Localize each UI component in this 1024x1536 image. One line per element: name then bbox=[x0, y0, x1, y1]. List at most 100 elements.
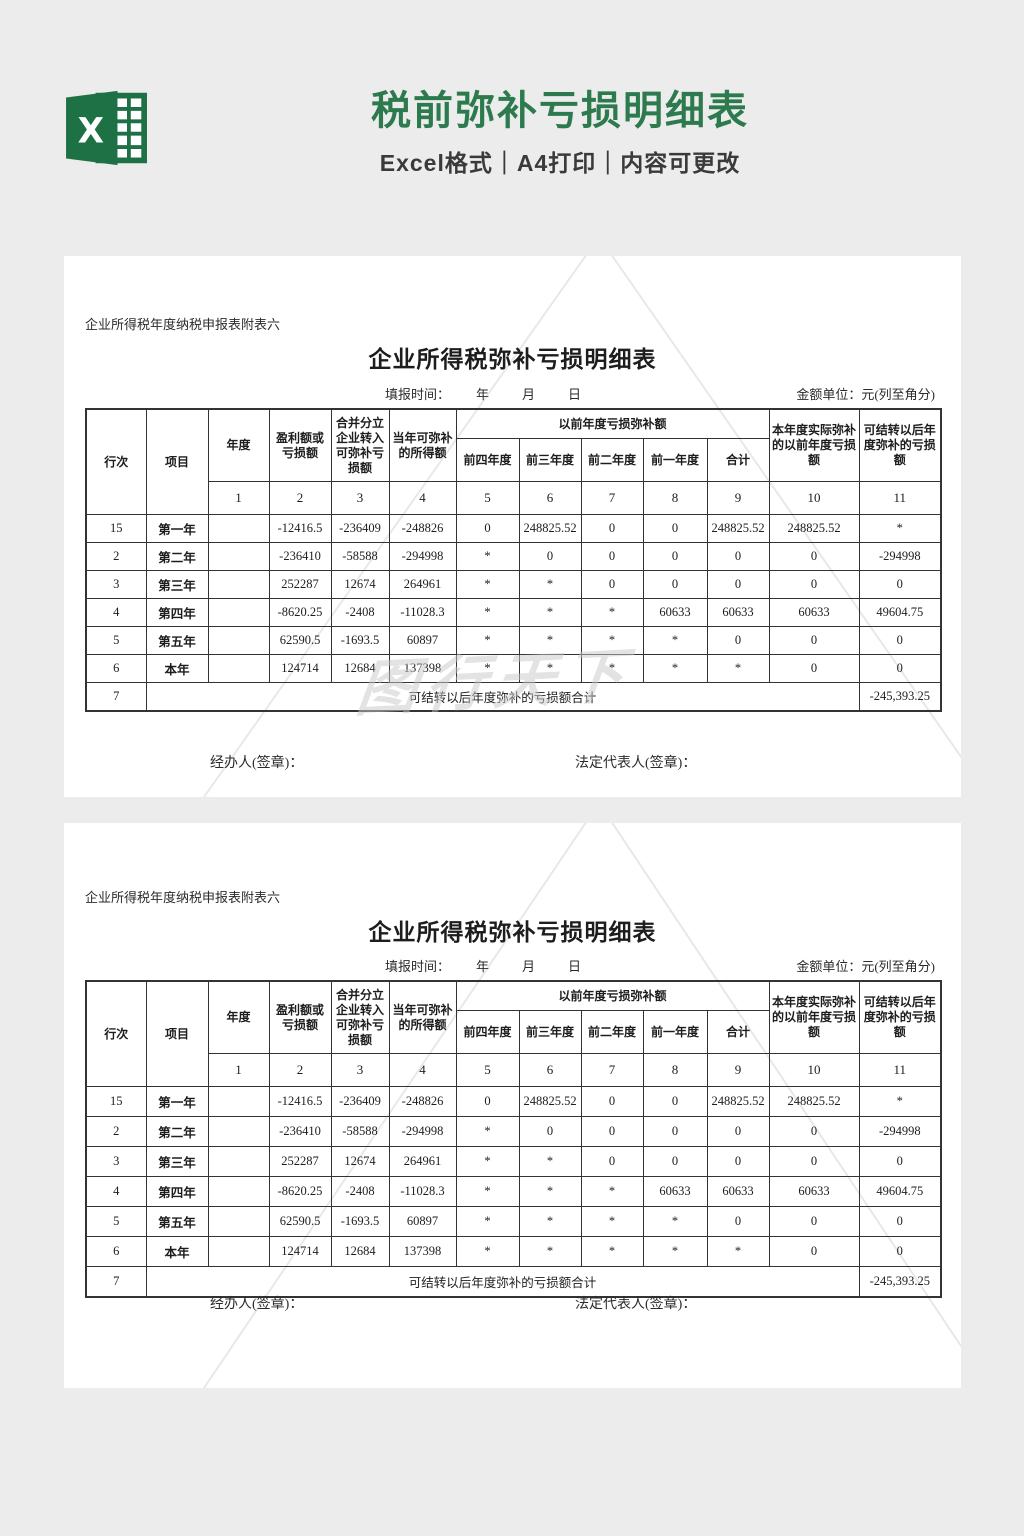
cell-no: 6 bbox=[85, 1236, 147, 1267]
cell-c9: 0 bbox=[706, 542, 770, 571]
table-row: 4 第四年 -8620.25 -2408 -11028.3 * * * 60633 60633 60… bbox=[85, 1176, 942, 1207]
cell-c7: * bbox=[580, 654, 644, 683]
cell-year bbox=[207, 1086, 270, 1117]
cell-no: 5 bbox=[85, 626, 147, 655]
fill-time: 填报时间： 年 月 日 bbox=[385, 384, 591, 403]
col-header-current-income: 当年可弥补的所得额 bbox=[388, 408, 457, 482]
cell-c2: 62590.5 bbox=[268, 626, 332, 655]
cell-item: 第二年 bbox=[145, 1116, 209, 1147]
cell-c7: * bbox=[580, 626, 644, 655]
col-header-prior-total: 合计 bbox=[706, 438, 770, 482]
cell-c2: 124714 bbox=[268, 1236, 332, 1267]
cell-no: 4 bbox=[85, 598, 147, 627]
col-header-year: 年度 bbox=[207, 408, 270, 482]
table-row: 5 第五年 62590.5 -1693.5 60897 * * * * 0 0 0 bbox=[85, 626, 942, 655]
table-meta-row: 填报时间： 年 月 日 金额单位：元(列至角分) bbox=[85, 956, 935, 975]
amount-unit-label: 金额单位：元(列至角分) bbox=[796, 959, 935, 974]
cell-c10: 60633 bbox=[768, 1176, 860, 1207]
cell-no: 15 bbox=[85, 514, 147, 543]
col-header-prior-3: 前三年度 bbox=[518, 1010, 582, 1054]
cell-c8: * bbox=[642, 626, 708, 655]
cell-c9: 248825.52 bbox=[706, 1086, 770, 1117]
col-header-merge-transfer: 合并分立企业转入可弥补亏损额 bbox=[330, 980, 390, 1054]
cell-c2: 62590.5 bbox=[268, 1206, 332, 1237]
cell-no: 6 bbox=[85, 654, 147, 683]
cell-c10: 60633 bbox=[768, 598, 860, 627]
col-number: 10 bbox=[768, 1053, 860, 1087]
col-number: 2 bbox=[268, 481, 332, 515]
cell-c11: 0 bbox=[858, 570, 942, 599]
cell-c3: -2408 bbox=[330, 1176, 390, 1207]
cell-total-value: -245,393.25 bbox=[858, 682, 942, 712]
cell-c10: 0 bbox=[768, 542, 860, 571]
cell-c10: 0 bbox=[768, 1116, 860, 1147]
cell-c4: -11028.3 bbox=[388, 598, 457, 627]
excel-logo-svg: X bbox=[66, 90, 147, 166]
cell-year bbox=[207, 1146, 270, 1177]
cell-c10: 0 bbox=[768, 570, 860, 599]
cell-c8: * bbox=[642, 1236, 708, 1267]
handler-signature-label: 经办人(签章)： bbox=[210, 1297, 304, 1312]
cell-item: 第三年 bbox=[145, 1146, 209, 1177]
cell-item: 第三年 bbox=[145, 570, 209, 599]
col-number: 8 bbox=[642, 481, 708, 515]
form-note: 企业所得税年度纳税申报表附表六 bbox=[85, 317, 281, 332]
table-row: 2 第二年 -236410 -58588 -294998 * 0 0 0 0 0 -294998 bbox=[85, 1116, 942, 1147]
cell-c3: -58588 bbox=[330, 1116, 390, 1147]
cell-c10: 0 bbox=[768, 1206, 860, 1237]
cell-total-label: 可结转以后年度弥补的亏损额合计 bbox=[145, 682, 860, 712]
cell-year bbox=[207, 626, 270, 655]
cell-c5: 0 bbox=[455, 1086, 520, 1117]
col-number: 8 bbox=[642, 1053, 708, 1087]
cell-c5: * bbox=[455, 570, 520, 599]
cell-c7: 0 bbox=[580, 542, 644, 571]
cell-c4: -294998 bbox=[388, 542, 457, 571]
cell-item: 第一年 bbox=[145, 1086, 209, 1117]
cell-c3: -58588 bbox=[330, 542, 390, 571]
col-header-prior-3: 前三年度 bbox=[518, 438, 582, 482]
cell-item: 第一年 bbox=[145, 514, 209, 543]
legal-rep-signature-label: 法定代表人(签章)： bbox=[575, 1297, 697, 1312]
table-row: 2 第二年 -236410 -58588 -294998 * 0 0 0 0 0 -294998 bbox=[85, 542, 942, 571]
cell-year bbox=[207, 1236, 270, 1267]
cell-year bbox=[207, 570, 270, 599]
cell-c4: -11028.3 bbox=[388, 1176, 457, 1207]
total-row: 7 可结转以后年度弥补的亏损额合计 -245,393.25 bbox=[85, 1266, 942, 1298]
cell-c11: 0 bbox=[858, 1236, 942, 1267]
table-title: 企业所得税弥补亏损明细表 bbox=[368, 347, 657, 372]
cell-c7: * bbox=[580, 1236, 644, 1267]
cell-c11: -294998 bbox=[858, 1116, 942, 1147]
col-number: 6 bbox=[518, 1053, 582, 1087]
cell-c4: -248826 bbox=[388, 1086, 457, 1117]
loss-detail-table: 行次 项目 年度 盈利额或亏损额 合并分立企业转入可弥补亏损额 当年可弥补的所得… bbox=[85, 980, 943, 1298]
fill-time-label: 填报时间： bbox=[385, 387, 451, 402]
col-header-item: 项目 bbox=[145, 980, 209, 1087]
cell-c11: 49604.75 bbox=[858, 1176, 942, 1207]
cell-c4: -248826 bbox=[388, 514, 457, 543]
table-row: 5 第五年 62590.5 -1693.5 60897 * * * * 0 0 0 bbox=[85, 1206, 942, 1237]
cell-total-no: 7 bbox=[85, 682, 147, 712]
cell-c8: 0 bbox=[642, 1116, 708, 1147]
table-row: 6 本年 124714 12684 137398 * * * * * 0 0 bbox=[85, 654, 942, 683]
cell-c11: -294998 bbox=[858, 542, 942, 571]
cell-no: 2 bbox=[85, 1116, 147, 1147]
cell-c8: * bbox=[642, 654, 708, 683]
page-title: 税前弥补亏损明细表 bbox=[371, 89, 749, 133]
cell-item: 第四年 bbox=[145, 1176, 209, 1207]
col-number: 7 bbox=[580, 481, 644, 515]
table-meta-row: 填报时间： 年 月 日 金额单位：元(列至角分) bbox=[85, 384, 935, 403]
col-number: 2 bbox=[268, 1053, 332, 1087]
cell-c6: * bbox=[518, 1176, 582, 1207]
table-row: 15 第一年 -12416.5 -236409 -248826 0 248825.52 0 0 2… bbox=[85, 514, 942, 543]
cell-item: 第五年 bbox=[145, 626, 209, 655]
table-title: 企业所得税弥补亏损明细表 bbox=[368, 920, 657, 945]
cell-c6: * bbox=[518, 1146, 582, 1177]
table-row: 3 第三年 252287 12674 264961 * * 0 0 0 0 0 bbox=[85, 570, 942, 599]
col-header-prior-group: 以前年度亏损弥补额 bbox=[455, 980, 770, 1011]
cell-year bbox=[207, 598, 270, 627]
cell-c3: 12674 bbox=[330, 1146, 390, 1177]
col-header-row-no: 行次 bbox=[85, 408, 147, 515]
cell-c7: 0 bbox=[580, 1146, 644, 1177]
cell-c6: * bbox=[518, 570, 582, 599]
cell-c2: -236410 bbox=[268, 542, 332, 571]
